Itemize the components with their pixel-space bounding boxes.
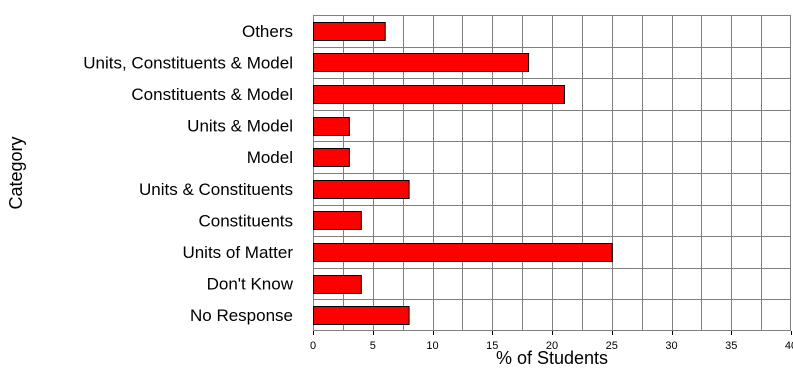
- bar: [313, 243, 613, 262]
- category-label: Others: [242, 22, 293, 41]
- bar: [313, 306, 410, 325]
- x-tick-label: 5: [370, 340, 376, 352]
- y-axis-title: Category: [6, 136, 26, 209]
- x-tick-label: 25: [606, 340, 618, 352]
- x-tick-label: 40: [785, 340, 793, 352]
- bar: [313, 117, 350, 136]
- bar: [313, 211, 362, 230]
- bar: [313, 53, 530, 72]
- x-tick-label: 30: [665, 340, 677, 352]
- x-tick-label: 15: [486, 340, 498, 352]
- bar: [313, 85, 565, 104]
- category-label: Constituents: [199, 211, 294, 230]
- bar: [313, 148, 350, 167]
- category-label: Units of Matter: [182, 243, 293, 262]
- bar: [313, 275, 362, 294]
- category-label: Units & Model: [187, 117, 293, 136]
- category-labels: Others Units, Constituents & Model Constit…: [83, 22, 293, 325]
- x-tick-label: 35: [725, 340, 737, 352]
- category-label: Constituents & Model: [131, 85, 293, 104]
- x-tick-label: 20: [546, 340, 558, 352]
- category-label: Don't Know: [207, 275, 294, 294]
- category-label: Model: [247, 148, 293, 167]
- x-tick-label: 10: [426, 340, 438, 352]
- x-tick-label: 0: [310, 340, 316, 352]
- category-label: Units & Constituents: [139, 180, 293, 199]
- bar: [313, 180, 410, 199]
- x-tick-labels: 0 5 10 15 20 25 30 35 40: [310, 340, 793, 352]
- bar: [313, 22, 386, 41]
- category-label: Units, Constituents & Model: [83, 53, 293, 72]
- x-axis-title: % of Students: [496, 348, 608, 368]
- bars: [313, 22, 613, 325]
- category-label: No Response: [190, 306, 293, 325]
- plot-frame: [313, 15, 791, 331]
